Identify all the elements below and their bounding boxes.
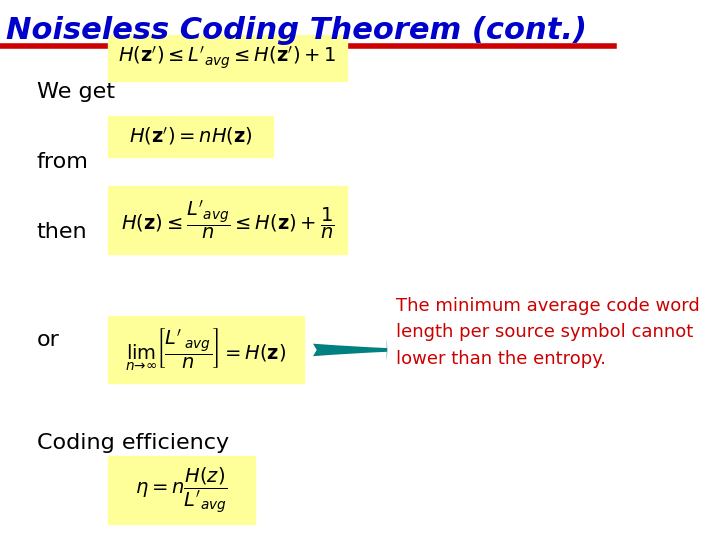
- Text: We get: We get: [37, 82, 115, 102]
- Text: then: then: [37, 222, 88, 242]
- Text: The minimum average code word
length per source symbol cannot
lower than the ent: The minimum average code word length per…: [396, 296, 700, 368]
- Text: Coding efficiency: Coding efficiency: [37, 433, 229, 453]
- FancyBboxPatch shape: [107, 116, 274, 157]
- FancyBboxPatch shape: [107, 456, 255, 524]
- Text: $H(\mathbf{z}') = nH(\mathbf{z})$: $H(\mathbf{z}') = nH(\mathbf{z})$: [129, 125, 252, 147]
- Text: $\lim_{n\to\infty}\left[\dfrac{L'_{avg}}{n}\right] = H(\mathbf{z})$: $\lim_{n\to\infty}\left[\dfrac{L'_{avg}}…: [125, 326, 287, 373]
- FancyBboxPatch shape: [107, 186, 347, 254]
- Text: $H(\mathbf{z}) \leq \dfrac{L'_{avg}}{n} \leq H(\mathbf{z})+\dfrac{1}{n}$: $H(\mathbf{z}) \leq \dfrac{L'_{avg}}{n} …: [120, 199, 334, 241]
- Text: $\eta = n\dfrac{H(z)}{L'_{avg}}$: $\eta = n\dfrac{H(z)}{L'_{avg}}$: [135, 465, 228, 515]
- FancyBboxPatch shape: [107, 316, 304, 383]
- Text: $H(\mathbf{z}') \leq L'_{avg} \leq H(\mathbf{z}')+1$: $H(\mathbf{z}') \leq L'_{avg} \leq H(\ma…: [118, 45, 336, 71]
- Text: or: or: [37, 330, 60, 350]
- Text: from: from: [37, 152, 89, 172]
- FancyBboxPatch shape: [107, 35, 347, 81]
- Text: Noiseless Coding Theorem (cont.): Noiseless Coding Theorem (cont.): [6, 16, 587, 45]
